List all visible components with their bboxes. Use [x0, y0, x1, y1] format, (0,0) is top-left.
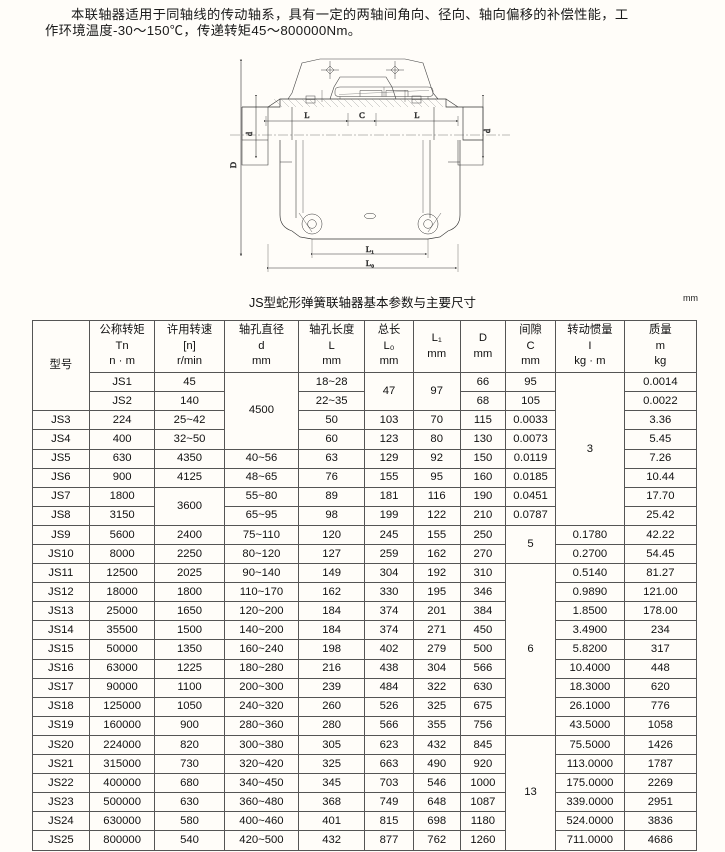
svg-text:L: L	[304, 110, 309, 120]
svg-text:L: L	[414, 110, 419, 120]
svg-text:D: D	[230, 162, 238, 168]
svg-text:L₁: L₁	[366, 244, 374, 254]
svg-text:d: d	[483, 129, 492, 133]
svg-text:d: d	[245, 132, 254, 136]
svg-text:L₀: L₀	[366, 258, 374, 268]
svg-text:C: C	[359, 110, 365, 120]
